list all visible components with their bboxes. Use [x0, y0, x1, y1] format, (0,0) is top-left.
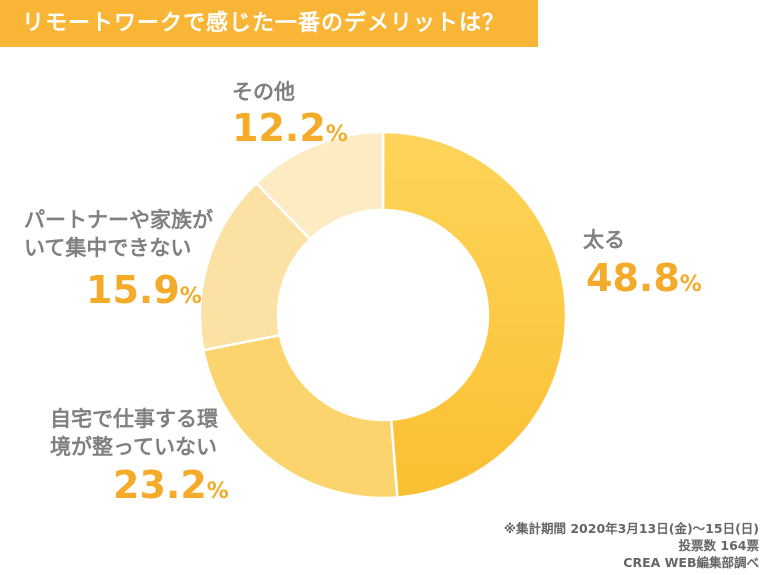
slice-other — [254, 130, 385, 242]
survey-period: ※集計期間 2020年3月13日(金)～15日(日) — [503, 521, 759, 536]
source: CREA WEB編集部調べ — [623, 555, 759, 570]
label-partner-family: パートナーや家族が いて集中できない — [24, 208, 213, 260]
value-home-environment: 23.2% — [113, 463, 229, 507]
footnote: ※集計期間 2020年3月13日(金)～15日(日) 投票数 164票 CREA… — [504, 520, 759, 571]
vote-count: 投票数 164票 — [678, 538, 759, 553]
chart-title: リモートワークで感じた一番のデメリットは？ — [0, 0, 538, 47]
label-futoru: 太る — [583, 228, 625, 252]
value-futoru: 48.8% — [586, 256, 702, 300]
value-partner-family: 15.9% — [86, 268, 202, 312]
value-other: 12.2% — [232, 106, 348, 150]
slice-home-environment — [201, 333, 399, 500]
label-home-environment: 自宅で仕事する環 境が整っていない — [50, 407, 218, 459]
label-other: その他 — [232, 80, 295, 104]
slice-futoru — [381, 130, 568, 499]
